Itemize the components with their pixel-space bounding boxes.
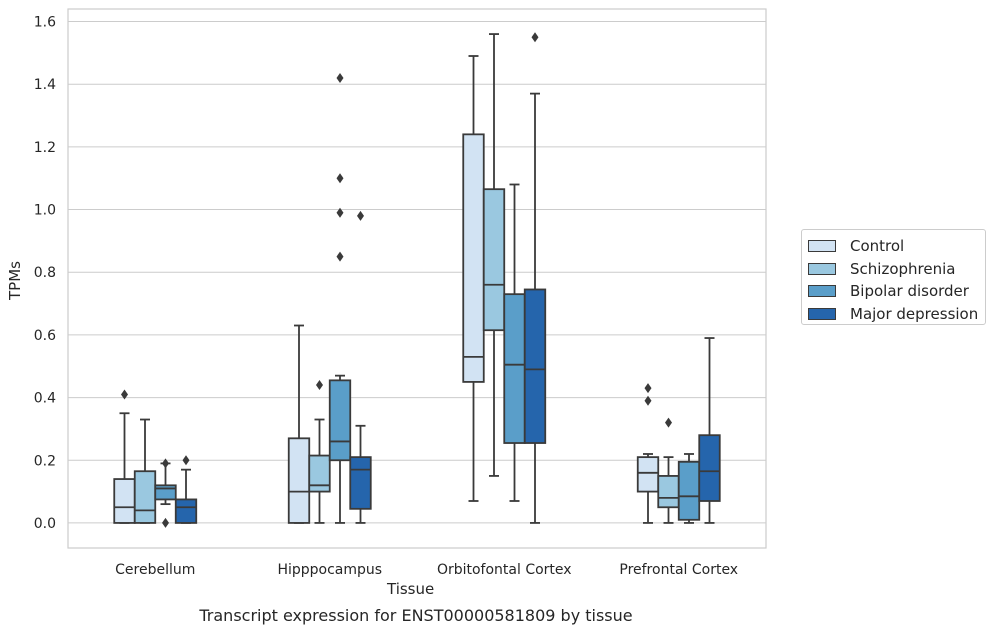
y-tick-label: 1.0 (34, 203, 56, 219)
x-axis-label: Tissue (387, 580, 435, 598)
box-hipppocampus-control (287, 437, 311, 524)
legend-swatch-schizophrenia (808, 262, 836, 275)
outlier-prefrontal-cortex-control (644, 395, 652, 406)
legend-swatch-bipolar-disorder (808, 285, 836, 298)
y-axis-label: TPMs (6, 261, 24, 300)
outlier-hipppocampus-schizophrenia (316, 380, 323, 391)
box-hipppocampus-bipolar-disorder (328, 379, 352, 462)
outlier-prefrontal-cortex-schizophrenia (665, 417, 672, 428)
outlier-cerebellum-bipolar-disorder (162, 517, 169, 528)
box-prefrontal-cortex-major-depression (698, 434, 721, 502)
outlier-hipppocampus-bipolar-disorder (336, 207, 344, 218)
box-orbitofontal-cortex-bipolar-disorder (503, 293, 526, 444)
outlier-hipppocampus-bipolar-disorder (336, 72, 344, 83)
legend: Control Schizophrenia Bipolar disorder M… (801, 229, 986, 325)
y-tick-label: 1.2 (34, 140, 56, 156)
legend-swatch-major-depression (808, 307, 836, 320)
outlier-cerebellum-major-depression (182, 455, 190, 466)
box-prefrontal-cortex-schizophrenia (657, 475, 680, 509)
legend-label-schizophrenia: Schizophrenia (850, 259, 956, 278)
legend-item-schizophrenia: Schizophrenia (808, 258, 985, 281)
box-orbitofontal-cortex-schizophrenia (482, 188, 506, 332)
box-cerebellum-bipolar-disorder (154, 484, 177, 501)
box-prefrontal-cortex-control (636, 456, 660, 493)
x-tick-label: Prefrontal Cortex (619, 562, 738, 578)
box-prefrontal-cortex-bipolar-disorder (677, 460, 701, 521)
y-tick-label: 0.8 (34, 265, 56, 281)
y-tick-label: 0.4 (34, 391, 56, 407)
box-cerebellum-major-depression (174, 498, 198, 524)
outlier-cerebellum-control (121, 389, 128, 400)
outlier-hipppocampus-major-depression (357, 210, 364, 221)
legend-label-control: Control (850, 237, 905, 256)
y-tick-label: 1.4 (34, 77, 56, 93)
box-cerebellum-control (113, 478, 136, 524)
x-tick-label: Hipppocampus (277, 562, 382, 578)
chart-caption: Transcript expression for ENST0000058180… (199, 606, 633, 625)
y-tick-label: 0.6 (34, 328, 56, 344)
box-hipppocampus-schizophrenia (308, 454, 331, 493)
legend-label-major-depression: Major depression (850, 304, 979, 323)
outlier-hipppocampus-bipolar-disorder (336, 173, 344, 184)
x-tick-label: Cerebellum (115, 562, 195, 578)
outlier-cerebellum-bipolar-disorder (162, 458, 169, 469)
legend-label-bipolar-disorder: Bipolar disorder (850, 282, 969, 301)
box-cerebellum-schizophrenia (133, 470, 157, 524)
y-tick-label: 1.6 (34, 15, 56, 31)
box-orbitofontal-cortex-major-depression (523, 288, 547, 444)
plot-frame (67, 8, 767, 549)
legend-swatch-control (808, 240, 836, 253)
y-tick-label: 0.0 (34, 516, 56, 532)
legend-item-bipolar-disorder: Bipolar disorder (808, 280, 985, 303)
outlier-hipppocampus-bipolar-disorder (336, 251, 344, 262)
outlier-orbitofontal-cortex-major-depression (531, 32, 539, 43)
y-tick-label: 0.2 (34, 453, 56, 469)
box-orbitofontal-cortex-control (462, 133, 485, 383)
legend-item-control: Control (808, 235, 985, 258)
legend-item-major-depression: Major depression (808, 303, 985, 326)
box-hipppocampus-major-depression (349, 456, 372, 510)
outlier-prefrontal-cortex-control (644, 383, 652, 394)
x-tick-label: Orbitofontal Cortex (437, 562, 572, 578)
